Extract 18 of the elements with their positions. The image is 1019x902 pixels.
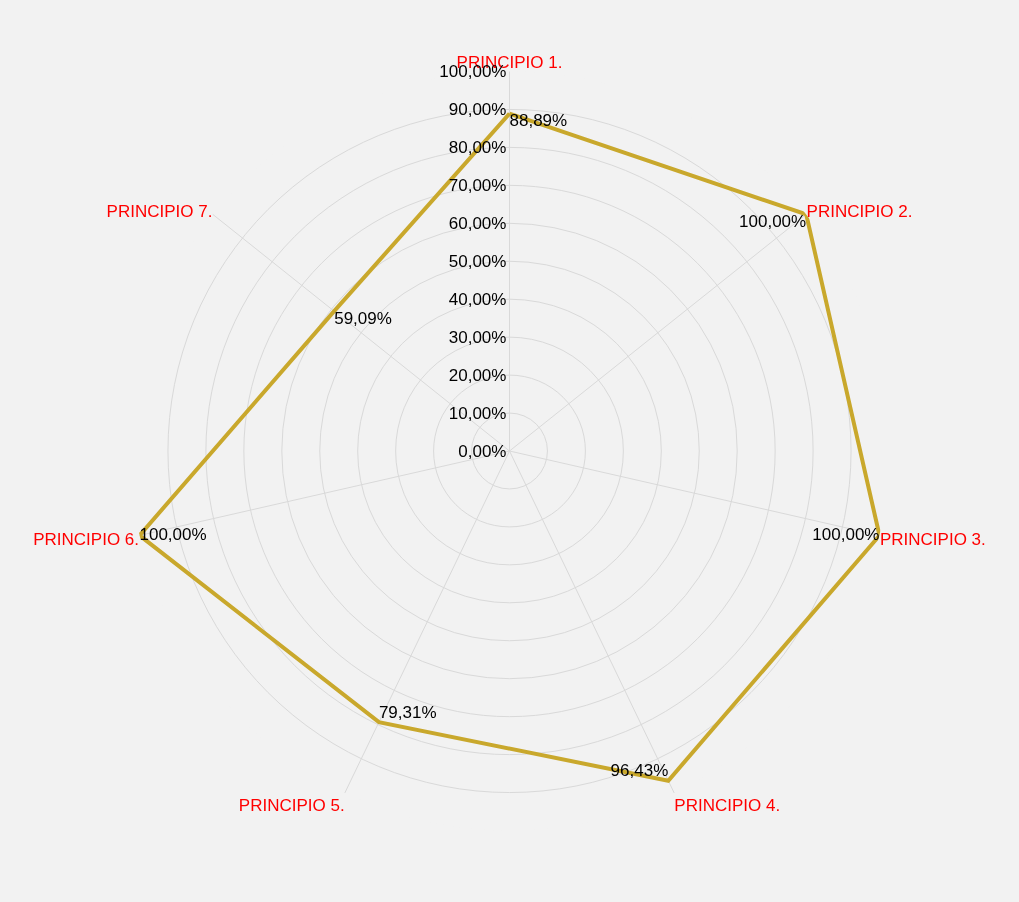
data-label: 59,09% xyxy=(334,308,392,328)
spoke-label: PRINCIPIO 2. xyxy=(806,201,913,221)
y-tick-label: 30,00% xyxy=(448,327,507,347)
y-tick-label: 60,00% xyxy=(448,213,507,233)
y-tick-label: 50,00% xyxy=(448,251,507,271)
data-label: 79,31% xyxy=(378,702,437,722)
y-tick-label: 70,00% xyxy=(448,175,507,195)
spoke-label: PRINCIPIO 3. xyxy=(879,530,986,550)
y-tick-label: 40,00% xyxy=(448,289,507,309)
y-tick-label: 0,00% xyxy=(458,441,507,461)
y-tick-label: 20,00% xyxy=(448,365,507,385)
spoke-label: PRINCIPIO 4. xyxy=(674,796,781,816)
spoke-label: PRINCIPIO 5. xyxy=(238,796,345,816)
data-label: 100,00% xyxy=(739,212,807,232)
spoke-label: PRINCIPIO 6. xyxy=(33,530,140,550)
y-tick-label: 10,00% xyxy=(448,403,507,423)
spoke-label: PRINCIPIO 7. xyxy=(106,201,213,221)
y-tick-label: 90,00% xyxy=(448,99,507,119)
